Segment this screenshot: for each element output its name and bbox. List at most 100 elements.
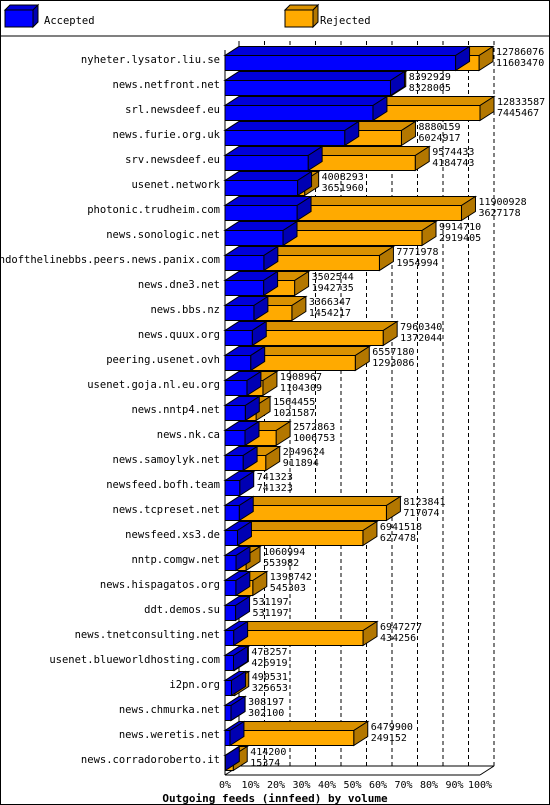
bar-accepted [223, 745, 242, 772]
bar-accepted [223, 720, 246, 747]
value-label-total: 8392929 [409, 72, 451, 83]
value-label-total: 3502544 [312, 272, 354, 283]
value-label-total: 11900928 [478, 197, 526, 208]
value-label-total: 8123841 [403, 497, 445, 508]
category-label: srv.newsdeef.eu [125, 154, 220, 166]
category-label: usenet.network [131, 179, 220, 191]
value-label-total: 7960340 [400, 322, 442, 333]
bar-accepted [223, 545, 252, 572]
bar-accepted [223, 320, 268, 347]
bar-accepted [223, 695, 247, 722]
x-tick-label: 50% [343, 780, 361, 791]
bar-accepted [223, 270, 280, 297]
bar-accepted [223, 170, 314, 197]
category-label: photonic.trudheim.com [87, 204, 220, 216]
value-label-accepted: 741323 [257, 483, 293, 494]
value-label-accepted: 11603470 [496, 58, 544, 69]
legend-label-accepted: Accepted [44, 15, 95, 27]
value-label-total: 473257 [251, 647, 287, 658]
bar-rejected [223, 495, 403, 522]
bar-accepted [223, 295, 270, 322]
category-label: newsfeed.bofh.team [106, 479, 220, 491]
bar-accepted [223, 495, 255, 522]
category-label: news.chmurka.net [119, 704, 220, 716]
bar-accepted [223, 645, 250, 672]
category-label: news.bbs.nz [150, 304, 220, 316]
value-label-total: 490531 [252, 672, 288, 683]
x-tick-label: 10% [241, 780, 259, 791]
bar-accepted [223, 120, 361, 147]
bar-rejected [223, 620, 379, 647]
bar-rejected [223, 720, 370, 747]
x-tick-label: 70% [394, 780, 412, 791]
bar-accepted [223, 620, 250, 647]
category-label: news.dne3.net [138, 279, 220, 291]
value-label-total: 6479900 [371, 722, 413, 733]
value-label-total: 3366347 [309, 297, 351, 308]
bar-accepted [223, 95, 389, 122]
x-tick-label: 40% [318, 780, 336, 791]
value-label-accepted: 8328005 [409, 83, 451, 94]
value-label-total: 7771978 [396, 247, 438, 258]
category-label: i2pn.org [169, 679, 220, 691]
category-label: usenet.blueworldhosting.com [49, 654, 220, 666]
value-label-total: 1564455 [273, 397, 315, 408]
value-label-accepted: 545303 [270, 583, 306, 594]
bar-accepted [223, 195, 313, 222]
value-label-accepted: 426919 [251, 658, 287, 669]
value-label-total: 741323 [257, 472, 293, 483]
value-label-total: 12833587 [497, 97, 545, 108]
category-label: news.nk.ca [157, 429, 220, 441]
bar-accepted [223, 470, 256, 497]
category-label: ddt.demos.su [144, 604, 220, 616]
category-label: newsfeed.xs3.de [125, 529, 220, 541]
bar-accepted [223, 70, 407, 97]
bar-accepted [223, 245, 280, 272]
value-label-accepted: 531197 [253, 608, 289, 619]
category-label: news.netfront.net [113, 79, 220, 91]
value-label-total: 6947277 [380, 622, 422, 633]
value-label-total: 12786076 [496, 47, 544, 58]
legend-swatch-accepted [3, 3, 40, 29]
category-label: nyheter.lysator.liu.se [81, 54, 220, 66]
bar-accepted [223, 45, 472, 72]
x-tick-label: 20% [267, 780, 285, 791]
category-label: news.corradoroberto.it [81, 754, 220, 766]
value-label-accepted: 1454217 [309, 308, 351, 319]
value-label-accepted: 627478 [380, 533, 416, 544]
x-tick-label: 90% [445, 780, 463, 791]
value-label-accepted: 6024917 [418, 133, 460, 144]
category-label: peering.usenet.ovh [106, 354, 220, 366]
bar-accepted [223, 570, 252, 597]
value-label-accepted: 1293086 [372, 358, 414, 369]
value-label-accepted: 3627178 [478, 208, 520, 219]
category-label: news.tnetconsulting.net [75, 629, 220, 641]
value-label-accepted: 4184743 [432, 158, 474, 169]
x-tick-label: 100% [468, 780, 492, 791]
value-label-total: 8880159 [418, 122, 460, 133]
category-label: news.nntp4.net [131, 404, 220, 416]
value-label-total: 6941518 [380, 522, 422, 533]
bar-accepted [223, 370, 263, 397]
value-label-total: 308197 [248, 697, 284, 708]
value-label-total: 6557180 [372, 347, 414, 358]
category-label: nntp.comgw.net [131, 554, 220, 566]
category-label: news.quux.org [138, 329, 220, 341]
value-label-accepted: 2919405 [439, 233, 481, 244]
value-label-total: 414200 [250, 747, 286, 758]
bar-accepted [223, 670, 248, 697]
value-label-accepted: 553982 [263, 558, 299, 569]
floor-edge-right [479, 765, 495, 776]
value-label-total: 1060994 [263, 547, 305, 558]
category-label: news.furie.org.uk [113, 129, 221, 141]
value-label-total: 2572863 [293, 422, 335, 433]
x-tick-label: 60% [369, 780, 387, 791]
value-label-accepted: 434256 [380, 633, 416, 644]
x-tick-label: 80% [420, 780, 438, 791]
category-label: news.tcpreset.net [113, 504, 220, 516]
value-label-total: 1908967 [280, 372, 322, 383]
category-label: endofthelinebbs.peers.news.panix.com [0, 254, 220, 266]
value-label-accepted: 325653 [252, 683, 288, 694]
chart-title: Outgoing feeds (innfeed) by volume [162, 792, 388, 805]
